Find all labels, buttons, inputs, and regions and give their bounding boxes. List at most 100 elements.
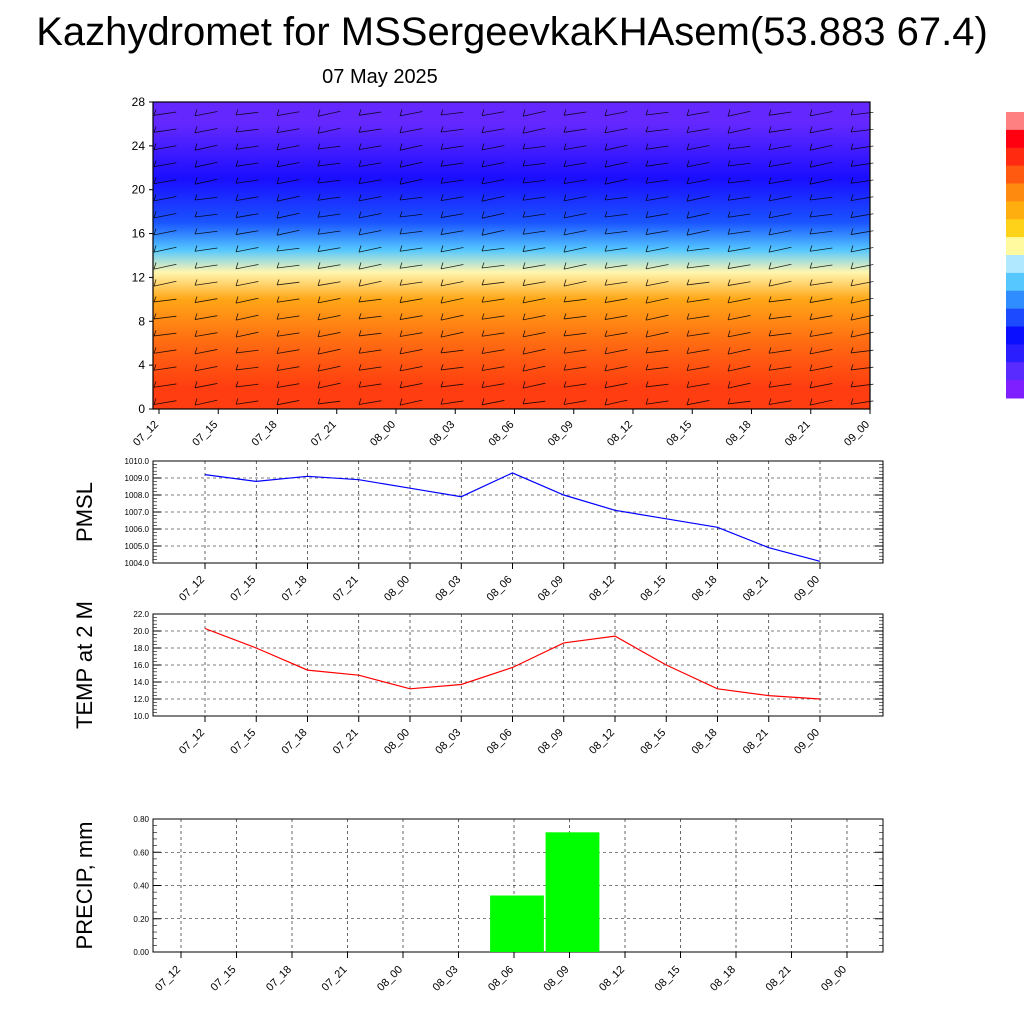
wind-barb [686, 179, 710, 185]
y-tick-label: 1006.0 [125, 525, 150, 534]
wind-barb [235, 264, 259, 270]
wind-barb [563, 246, 587, 253]
wind-barb [809, 383, 833, 389]
wind-barb [604, 281, 628, 286]
wind-barb-flag [194, 126, 198, 134]
wind-barb [727, 400, 751, 405]
wind-barb [768, 111, 792, 116]
wind-barb-flag [563, 347, 567, 354]
wind-barb-flag [399, 279, 403, 286]
wind-barb [194, 264, 218, 269]
wind-barb-flag [645, 109, 649, 116]
wind-barb [276, 111, 300, 117]
wind-barb [399, 281, 423, 286]
wind-barb [399, 178, 423, 185]
wind-barb [522, 315, 546, 321]
wind-barb-flag [276, 330, 280, 337]
x-tick-label: 08_15 [638, 727, 668, 757]
wind-barb-flag [317, 279, 321, 286]
wind-barb-flag [604, 245, 608, 252]
wind-barb-flag [768, 313, 772, 320]
wind-barb-flag [399, 126, 403, 134]
x-tick-label: 08_03 [433, 574, 463, 604]
wind-barb [194, 349, 218, 355]
wind-barb [727, 281, 751, 286]
wind-barb-flag [317, 313, 321, 320]
y-tick-label: 4 [138, 358, 145, 372]
wind-barb [809, 230, 833, 235]
wind-barb-flag [850, 177, 854, 184]
wind-barb [153, 280, 177, 287]
wind-barb-flag [850, 381, 854, 388]
wind-barb-flag [399, 313, 403, 320]
wind-barb [809, 366, 833, 372]
wind-barb-flag [276, 194, 280, 202]
wind-barb [563, 315, 587, 320]
wind-barb [727, 196, 751, 201]
wind-barb [153, 298, 177, 303]
wind-barb [317, 196, 341, 201]
wind-barb [809, 315, 833, 320]
x-tick-label: 07_15 [209, 964, 239, 994]
wind-barb [522, 332, 546, 338]
wind-barb [317, 127, 341, 134]
wind-barb [768, 230, 792, 236]
wind-barb [768, 349, 792, 354]
wind-barb [686, 229, 710, 236]
wind-barb-flag [235, 160, 239, 167]
precip-panel: 0.00 0.20 0.40 0.60 0.80 PRECIP, mm 07_12 07_15… [72, 815, 884, 994]
wind-barb-flag [768, 330, 772, 337]
wind-barb [645, 349, 669, 354]
wind-barb-flag [809, 313, 813, 320]
wind-barb-flag [194, 313, 198, 320]
wind-barb-flag [604, 211, 608, 218]
y-tick-label: 20.0 [133, 627, 149, 636]
wind-barb [358, 400, 382, 405]
wind-barb [604, 196, 628, 201]
wind-barb-flag [727, 177, 731, 184]
wind-barb-flag [481, 381, 485, 388]
colorbar-swatch [1006, 326, 1024, 345]
y-tick-label: 8 [138, 314, 145, 328]
wind-barb [481, 332, 505, 337]
wind-barb-flag [358, 126, 362, 133]
wind-barb-flag [399, 177, 403, 185]
wind-barb-flag [358, 228, 362, 235]
wind-barb-flag [645, 245, 649, 252]
wind-barb-flag [440, 347, 444, 354]
wind-barb-flag [276, 177, 280, 185]
wind-barb-flag [850, 296, 854, 304]
wind-barb-flag [522, 160, 526, 167]
wind-barb-flag [563, 211, 567, 218]
wind-barb-flag [686, 143, 690, 151]
wind-barb-flag [276, 126, 280, 133]
wind-barb-flag [317, 177, 321, 184]
wind-barb-flag [235, 194, 239, 201]
wind-barb [235, 400, 259, 405]
x-tick-label: 07_12 [177, 574, 207, 604]
wind-barb [604, 178, 628, 185]
wind-barb-flag [850, 160, 854, 167]
wind-barb [604, 111, 628, 117]
wind-barb-flag [809, 228, 813, 235]
wind-barb-flag [686, 347, 690, 354]
y-tick-label: 0.20 [133, 915, 149, 924]
x-tick-label: 08_18 [690, 727, 720, 757]
wind-barb [358, 162, 382, 167]
colorbar-swatch [1006, 308, 1024, 327]
wind-barb [604, 144, 628, 151]
wind-barb [686, 195, 710, 202]
wind-barb-flag [850, 109, 854, 116]
wind-barb-flag [317, 347, 321, 355]
wind-barb-flag [850, 143, 854, 150]
wind-barb [194, 213, 218, 218]
wind-barb-flag [440, 398, 444, 405]
wind-barb [563, 349, 587, 354]
wind-barb-flag [399, 364, 403, 371]
wind-barb-flag [686, 364, 690, 371]
wind-barb-flag [440, 296, 444, 304]
wind-barb [276, 264, 300, 269]
wind-barb-flag [604, 194, 608, 201]
wind-barb-flag [645, 381, 649, 388]
wind-barb [481, 366, 505, 371]
